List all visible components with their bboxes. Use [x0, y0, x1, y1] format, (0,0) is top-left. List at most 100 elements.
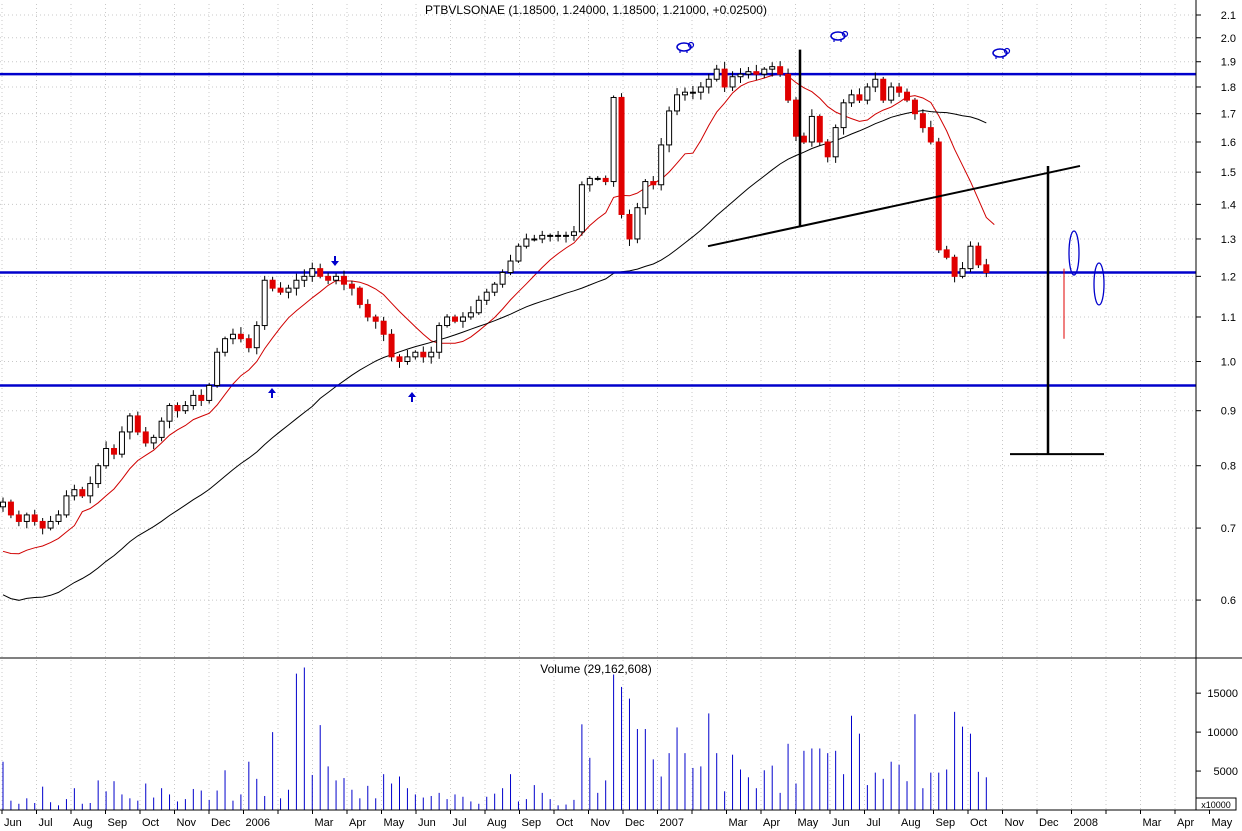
price-tick-label: 0.6 — [1221, 595, 1236, 607]
highlight-ellipse — [1068, 230, 1080, 276]
candle-up — [872, 78, 879, 88]
volume-tick-label: 15000 — [1207, 688, 1238, 700]
time-tick-label: May — [1212, 817, 1233, 829]
candle-down — [325, 275, 332, 281]
candle-up — [412, 351, 419, 358]
time-tick-label: Jul — [453, 817, 467, 829]
candle-up — [642, 181, 649, 209]
candle-up — [253, 325, 260, 349]
time-tick-label: 2008 — [1074, 817, 1098, 829]
time-tick-label: Dec — [211, 817, 231, 829]
time-tick-label: 2006 — [246, 817, 270, 829]
time-tick-label: Aug — [487, 817, 507, 829]
candle-up — [47, 520, 54, 529]
candle-up — [229, 333, 236, 340]
volume-title: Volume (29,162,608) — [540, 662, 651, 676]
candle-down — [237, 333, 244, 340]
up-arrow-icon — [268, 388, 276, 398]
candle-down — [753, 71, 760, 75]
time-tick-label: Aug — [73, 817, 93, 829]
candle-down — [174, 405, 181, 412]
candle-down — [721, 68, 728, 88]
price-tick-label: 0.9 — [1221, 406, 1236, 418]
price-tick-label: 1.6 — [1221, 137, 1236, 149]
candle-down — [452, 316, 459, 322]
candlesticks — [0, 61, 990, 535]
candle-down — [618, 96, 625, 215]
candle-up — [293, 279, 300, 289]
candle-up — [459, 316, 466, 322]
candle-down — [602, 177, 609, 183]
candle-down — [15, 514, 22, 522]
candle-down — [348, 283, 355, 289]
time-tick-label: Aug — [901, 817, 921, 829]
bear-head — [841, 30, 849, 38]
candle-up — [769, 66, 776, 70]
candle-down — [800, 135, 807, 143]
candle-up — [0, 501, 6, 508]
candle-up — [578, 184, 585, 233]
candle-down — [372, 316, 379, 322]
candle-up — [285, 287, 292, 293]
volume-scale-box — [1195, 797, 1237, 811]
price-tick-label: 1.7 — [1221, 109, 1236, 121]
time-tick-label: Sep — [522, 817, 542, 829]
price-tick-label: 1.0 — [1221, 356, 1236, 368]
candle-up — [71, 489, 78, 497]
candle-down — [626, 213, 633, 240]
candle-down — [983, 264, 990, 273]
candle-up — [713, 68, 720, 80]
time-tick-label: Mar — [729, 817, 748, 829]
candle-up — [531, 238, 538, 241]
candle-down — [824, 141, 831, 158]
candle-up — [126, 415, 133, 433]
candle-up — [840, 102, 847, 129]
candle-up — [594, 177, 601, 180]
time-tick-label: Mar — [315, 817, 334, 829]
candle-up — [261, 279, 268, 327]
candle-up — [333, 275, 340, 281]
candle-up — [539, 234, 546, 240]
moving-average-red — [2, 73, 995, 555]
candle-up — [428, 351, 435, 358]
candle-up — [63, 495, 70, 516]
candle-down — [340, 275, 347, 285]
candle-up — [761, 68, 768, 75]
candle-down — [245, 338, 252, 349]
candle-up — [206, 384, 213, 401]
candle-up — [444, 316, 451, 327]
candle-up — [404, 356, 411, 362]
candle-down — [816, 115, 823, 143]
candle-down — [111, 448, 118, 455]
time-tick-label: Jul — [39, 817, 53, 829]
bear-head — [687, 41, 695, 49]
bear-icon — [830, 30, 849, 42]
arrow-head — [268, 388, 276, 393]
candle-up — [555, 234, 562, 237]
candle-up — [570, 231, 577, 236]
candle-up — [118, 431, 125, 455]
candle-up — [864, 86, 871, 101]
price-tick-label: 1.8 — [1221, 82, 1236, 94]
chart-grid — [0, 4, 1196, 810]
candle-down — [927, 127, 934, 143]
candle-down — [856, 94, 863, 101]
candle-down — [943, 249, 950, 258]
candle-down — [198, 394, 205, 401]
time-tick-label: Mar — [1143, 817, 1162, 829]
candle-up — [634, 207, 641, 240]
arrow-head — [331, 261, 339, 266]
time-tick-label: Dec — [625, 817, 645, 829]
candle-down — [142, 431, 149, 444]
time-tick-label: Dec — [1039, 817, 1059, 829]
candle-up — [475, 299, 482, 314]
candle-down — [79, 489, 86, 497]
candle-down — [793, 99, 799, 137]
up-arrow-icon — [408, 392, 416, 402]
candle-up — [689, 91, 696, 94]
candle-up — [309, 268, 316, 277]
candle-up — [483, 291, 490, 301]
moving-averages — [2, 73, 995, 601]
